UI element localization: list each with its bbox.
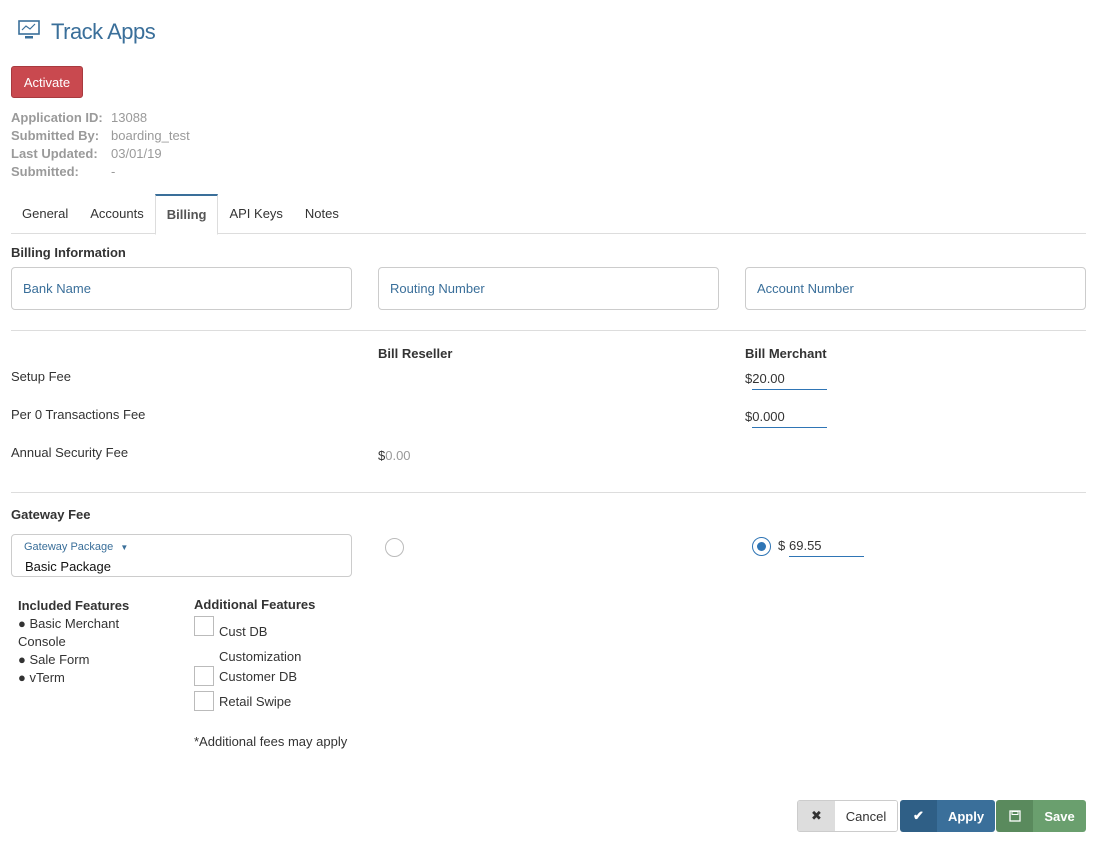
bank-name-input[interactable]: Bank Name bbox=[11, 267, 352, 310]
close-icon: ✖ bbox=[798, 801, 835, 831]
activate-button[interactable]: Activate bbox=[11, 66, 83, 98]
apply-button[interactable]: ✔ Apply bbox=[900, 800, 995, 832]
checkbox-label: Customer DB bbox=[219, 669, 298, 684]
bill-merchant-header: Bill Merchant bbox=[745, 346, 827, 361]
check-icon: ✔ bbox=[900, 800, 937, 832]
cust-db-customization-checkbox[interactable] bbox=[194, 616, 214, 636]
additional-features-heading: Additional Features bbox=[194, 597, 316, 612]
setup-fee-value: $20.00 bbox=[745, 371, 785, 386]
monitor-chart-icon bbox=[18, 20, 40, 39]
setup-fee-label: Setup Fee bbox=[11, 369, 71, 384]
per-tx-fee-value: $0.000 bbox=[745, 409, 785, 424]
meta-value: - bbox=[111, 164, 116, 179]
account-number-input[interactable]: Account Number bbox=[745, 267, 1086, 310]
meta-value: 13088 bbox=[111, 110, 148, 125]
feature-item: ● vTerm bbox=[18, 670, 65, 685]
meta-label: Submitted: bbox=[11, 164, 79, 179]
retail-swipe-checkbox[interactable] bbox=[194, 691, 214, 711]
routing-number-input[interactable]: Routing Number bbox=[378, 267, 719, 310]
checkbox-label: Cust DB Customization bbox=[219, 624, 302, 664]
meta-label: Application ID: bbox=[11, 110, 103, 125]
tab-billing[interactable]: Billing bbox=[154, 194, 219, 235]
page-title: Track Apps bbox=[51, 19, 156, 44]
gateway-package-select[interactable]: Gateway Package ▼ Basic Package bbox=[11, 534, 352, 577]
included-features: Included Features ● Basic Merchant Conso… bbox=[18, 597, 148, 687]
included-features-heading: Included Features bbox=[18, 598, 130, 613]
per-tx-fee-merchant-input[interactable]: $0.000 bbox=[745, 409, 827, 428]
cancel-label: Cancel bbox=[835, 801, 897, 831]
annual-fee-reseller-value: 0.00 bbox=[385, 448, 411, 463]
gateway-package-value: Basic Package bbox=[25, 559, 111, 574]
divider bbox=[11, 492, 1086, 493]
feature-item: ● Basic Merchant Console bbox=[18, 616, 120, 649]
tab-general[interactable]: General bbox=[22, 206, 69, 221]
gateway-package-label: Gateway Package bbox=[24, 541, 114, 553]
save-label: Save bbox=[1033, 800, 1086, 832]
additional-fees-note: *Additional fees may apply bbox=[194, 734, 348, 749]
setup-fee-merchant-input[interactable]: $20.00 bbox=[745, 371, 827, 390]
meta-value: 03/01/19 bbox=[111, 146, 162, 161]
merchant-radio[interactable] bbox=[752, 537, 771, 556]
checkbox-label: Retail Swipe bbox=[219, 694, 292, 709]
tab-api-keys[interactable]: API Keys bbox=[229, 206, 283, 221]
billing-heading: Billing Information bbox=[11, 245, 126, 260]
meta-label: Submitted By: bbox=[11, 128, 100, 143]
save-button[interactable]: Save bbox=[996, 800, 1086, 832]
annual-fee-label: Annual Security Fee bbox=[11, 445, 129, 460]
apply-label: Apply bbox=[937, 800, 995, 832]
gateway-merchant-input[interactable]: 69.55 bbox=[789, 538, 864, 557]
reseller-radio[interactable] bbox=[385, 538, 404, 557]
customer-db-checkbox[interactable] bbox=[194, 666, 214, 686]
meta-value: boarding_test bbox=[111, 128, 190, 143]
meta-label: Last Updated: bbox=[11, 146, 98, 161]
floppy-disk-icon bbox=[996, 800, 1033, 832]
cancel-button[interactable]: ✖ Cancel bbox=[797, 800, 898, 832]
caret-down-icon: ▼ bbox=[120, 543, 129, 552]
tab-notes[interactable]: Notes bbox=[304, 206, 339, 221]
currency-symbol: $ bbox=[378, 448, 386, 463]
bill-reseller-header: Bill Reseller bbox=[378, 346, 453, 361]
application-meta: Application ID: 13088 Submitted By: boardi… bbox=[11, 109, 190, 181]
gateway-currency: $ bbox=[778, 538, 786, 553]
per-tx-fee-label: Per 0 Transactions Fee bbox=[11, 407, 146, 422]
tab-accounts[interactable]: Accounts bbox=[90, 206, 144, 221]
divider bbox=[11, 330, 1086, 331]
tab-bar: General Accounts Billing API Keys Notes bbox=[11, 194, 1086, 235]
gateway-fee-heading: Gateway Fee bbox=[11, 507, 91, 522]
feature-item: ● Sale Form bbox=[18, 652, 90, 667]
gateway-merchant-value: 69.55 bbox=[789, 538, 822, 553]
